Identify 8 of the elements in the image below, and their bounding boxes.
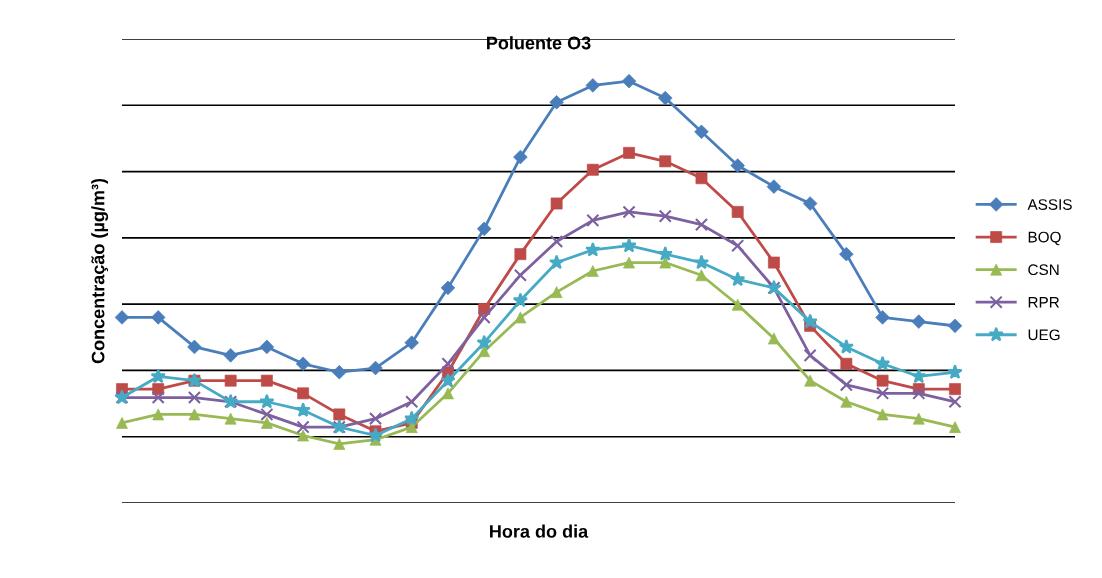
legend-label: CSN <box>1028 264 1059 276</box>
y-axis-title: Concentração (µg/m³) <box>91 178 109 364</box>
legend-label: ASSIS <box>1027 199 1072 210</box>
legend-label: UEG <box>1028 329 1060 341</box>
x-axis-title: Hora do dia <box>490 524 589 538</box>
legend-label: BOQ <box>1028 231 1061 246</box>
legend-label: RPR <box>1028 297 1060 308</box>
chart-title: Poluente O3 <box>487 36 591 50</box>
